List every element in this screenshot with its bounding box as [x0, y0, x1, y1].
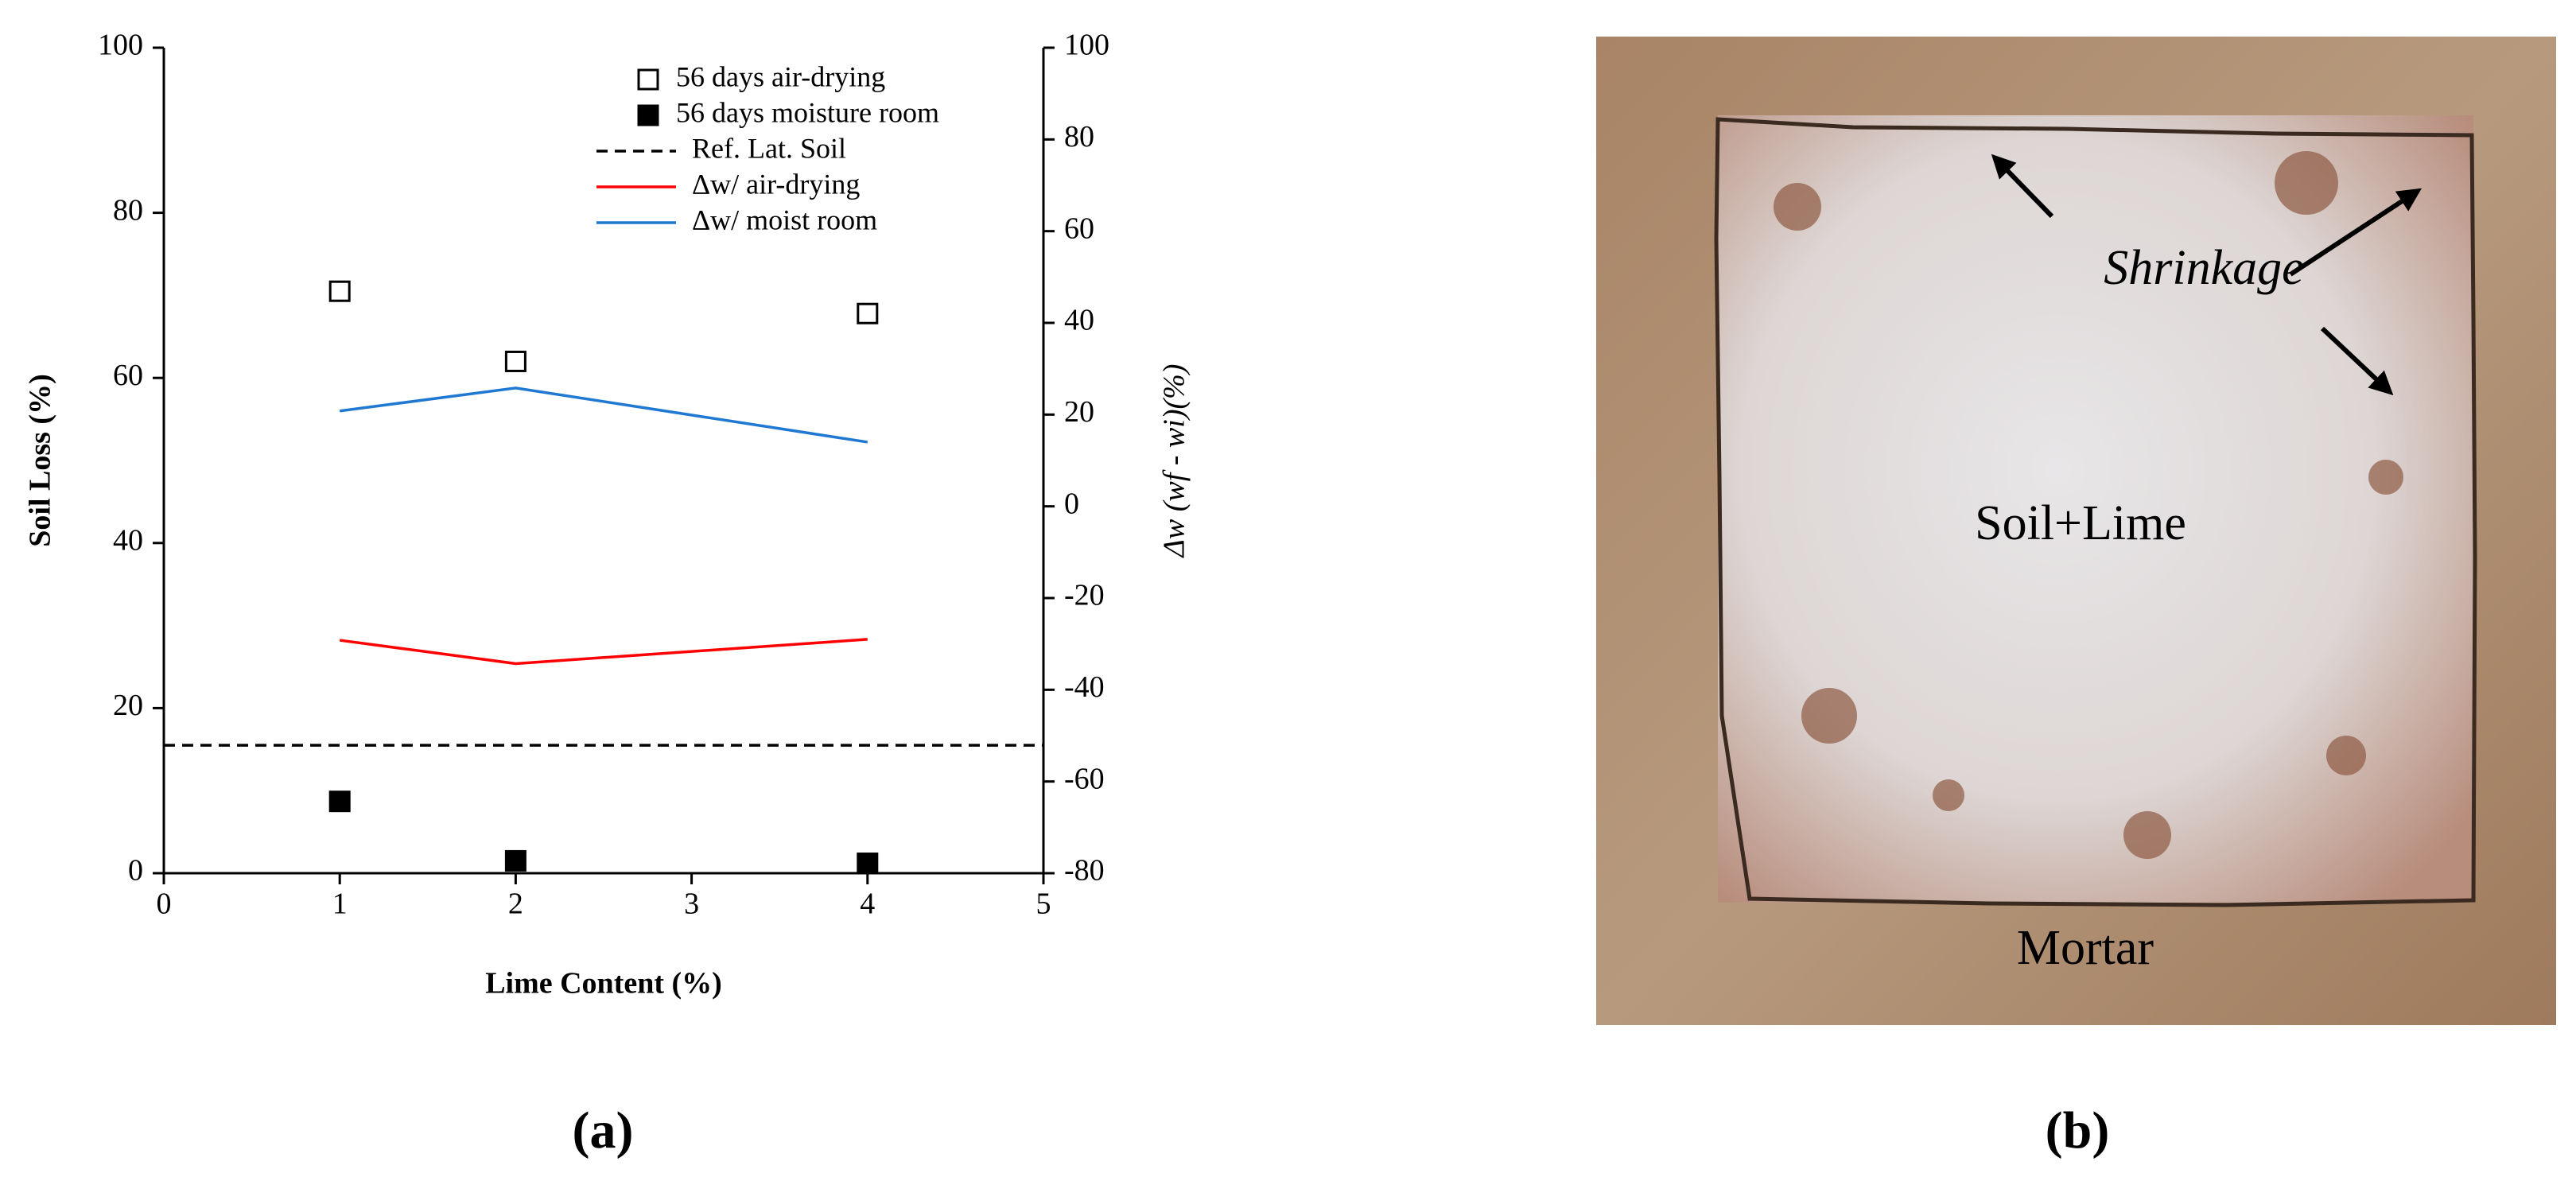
caption: (a) [573, 1101, 634, 1160]
series-line [339, 638, 868, 666]
legend-label: Δw/ air-drying [692, 168, 860, 200]
photo-label: Mortar [2017, 921, 2154, 975]
y2-tick-label: 40 [1064, 304, 1094, 337]
marker [857, 853, 879, 875]
legend-marker [637, 68, 659, 91]
legend-label: Ref. Lat. Soil [692, 132, 846, 164]
y2-tick-label: -60 [1064, 762, 1105, 795]
crack [1714, 117, 2477, 907]
x-axis-label: Lime Content (%) [485, 967, 722, 1000]
marker [857, 302, 879, 324]
photo-label: Shrinkage [2104, 241, 2303, 295]
arrow [2320, 326, 2394, 396]
y2-tick-label: -80 [1064, 854, 1105, 888]
y-axis-label: Soil Loss (%) [24, 374, 57, 546]
marker [504, 350, 526, 372]
series-line [339, 387, 868, 444]
x-tick-label: 3 [684, 888, 699, 921]
legend-marker [637, 104, 659, 126]
legend-label: 56 days moisture room [676, 96, 939, 128]
y-tick-label: 0 [128, 854, 143, 888]
y2-tick-label: 60 [1064, 212, 1094, 245]
caption: (b) [2046, 1101, 2110, 1160]
marker [328, 280, 351, 302]
y2-tick-label: 80 [1064, 120, 1094, 153]
y2-axis-label: Δw (wf - wi)(%) [1158, 364, 1191, 559]
y2-tick-label: -20 [1064, 579, 1105, 612]
y2-tick-label: -40 [1064, 670, 1105, 704]
y2-tick-label: 0 [1064, 487, 1079, 520]
legend-label: 56 days air-drying [676, 60, 885, 92]
y-tick-label: 40 [113, 524, 143, 557]
arrow [1991, 153, 2054, 219]
x-tick-label: 0 [157, 888, 172, 921]
y-tick-label: 60 [113, 359, 143, 392]
y-tick-label: 20 [113, 689, 143, 722]
arrow [2289, 188, 2423, 277]
marker [504, 849, 526, 872]
x-tick-label: 5 [1036, 888, 1051, 921]
x-tick-label: 4 [860, 888, 875, 921]
x-tick-label: 1 [332, 888, 348, 921]
y-tick-label: 100 [98, 29, 143, 62]
stains [1774, 151, 2403, 859]
marker [328, 790, 351, 813]
x-tick-label: 2 [508, 888, 523, 921]
y2-tick-label: 20 [1064, 395, 1094, 429]
legend-label: Δw/ moist room [692, 204, 877, 235]
y-tick-label: 80 [113, 193, 143, 227]
photo: Shrinkage Soil+Lime Mortar [1596, 37, 2556, 1025]
photo-label: Soil+Lime [1975, 496, 2186, 550]
y2-tick-label: 100 [1064, 29, 1109, 62]
